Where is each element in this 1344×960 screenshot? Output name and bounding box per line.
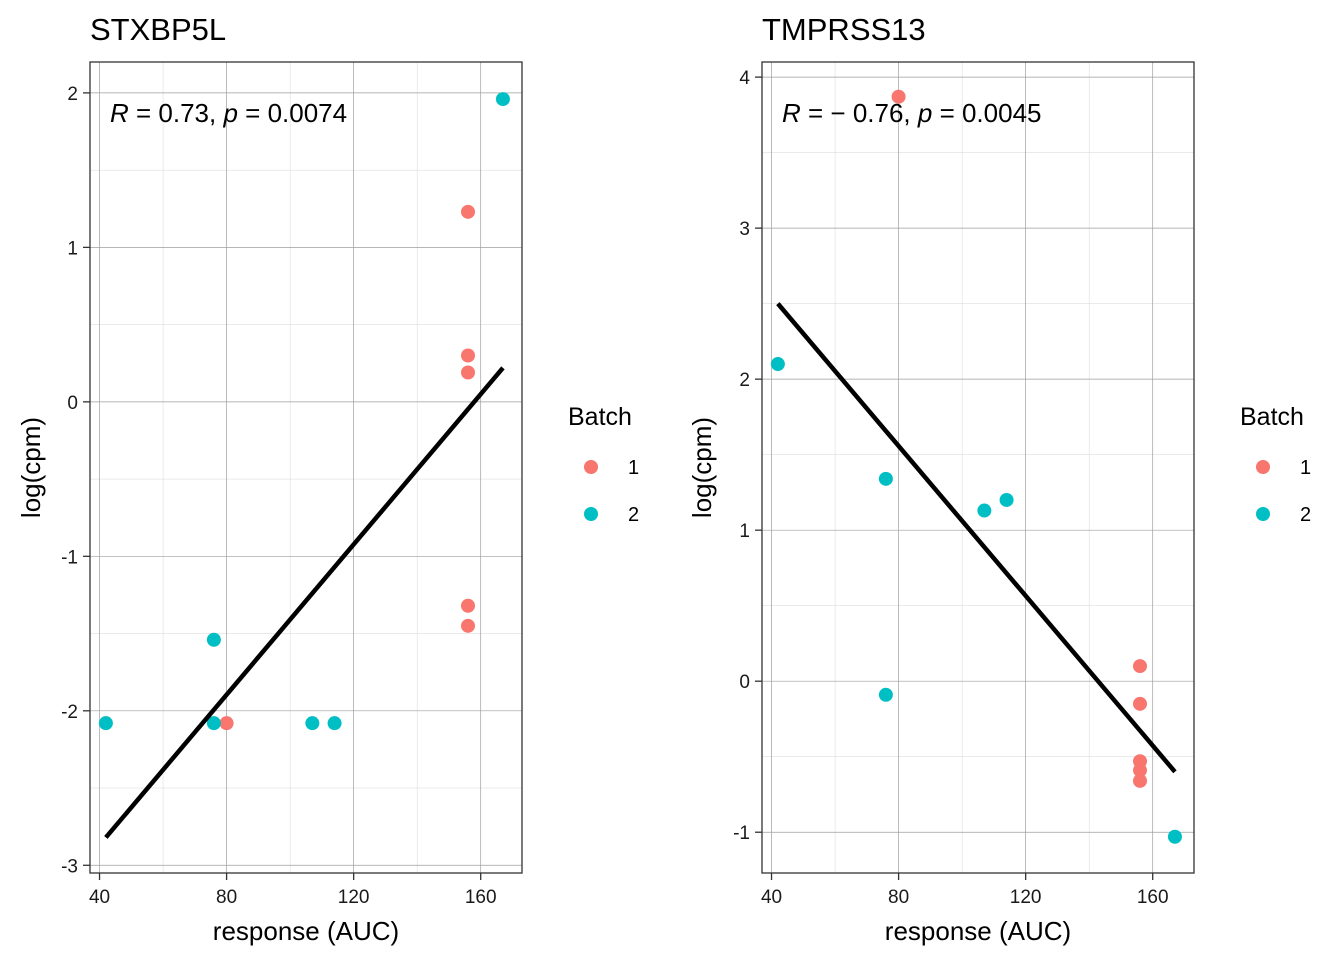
y-tick-label: 1 — [739, 521, 750, 542]
data-point-batch-2 — [206, 632, 221, 647]
x-tick-label: 40 — [761, 887, 782, 908]
data-point-batch-1 — [461, 618, 475, 633]
panel-border — [761, 61, 1195, 874]
legend-label-batch-2: 2 — [1300, 504, 1311, 526]
chart-title: TMPRSS13 — [762, 12, 926, 47]
legend: Batch 1 2 — [1240, 403, 1311, 526]
x-tick-label: 80 — [888, 887, 909, 908]
data-point-batch-1 — [219, 716, 234, 731]
y-tick-label: 0 — [739, 672, 750, 693]
data-point-batch-1 — [461, 348, 475, 363]
legend-label-batch-1: 1 — [1300, 457, 1311, 479]
x-tick-label: 40 — [89, 887, 110, 908]
data-point-batch-2 — [206, 716, 221, 731]
data-point-batch-2 — [878, 687, 893, 702]
chart-title: STXBP5L — [90, 12, 226, 47]
data-point-batch-2 — [977, 503, 992, 518]
legend-key-batch-1 — [584, 460, 598, 474]
y-tick-label: 4 — [739, 68, 750, 89]
data-point-batch-2 — [770, 357, 785, 372]
data-point-batch-2 — [98, 716, 113, 731]
y-tick-label: 2 — [739, 370, 750, 391]
y-tick-label: -1 — [733, 823, 750, 844]
x-tick-label: 160 — [1137, 887, 1169, 908]
data-point-batch-2 — [878, 471, 893, 486]
panel-border — [89, 61, 523, 874]
data-point-batch-1 — [461, 598, 475, 613]
x-axis-title: response (AUC) — [885, 916, 1071, 946]
legend-key-batch-2 — [584, 507, 598, 521]
legend-key-batch-1 — [1256, 460, 1270, 474]
y-tick-label: -2 — [61, 702, 78, 723]
legend-title: Batch — [1240, 403, 1304, 431]
regression-line — [776, 302, 1177, 774]
y-tick-label: 2 — [67, 84, 78, 105]
regression-line — [104, 366, 505, 839]
data-point-batch-1 — [461, 365, 475, 380]
plot-area — [762, 62, 1194, 873]
panel-stxbp5l: STXBP5L 40 80 120 160 -3 -2 -1 0 1 2 R = 0.73, p = … — [16, 12, 639, 946]
y-axis-title: log(cpm) — [687, 417, 717, 518]
data-point-batch-1 — [1133, 763, 1147, 778]
y-tick-label: 0 — [67, 393, 78, 414]
legend-label-batch-2: 2 — [628, 504, 639, 526]
y-tick-label: -3 — [61, 856, 78, 877]
data-point-batch-2 — [1167, 829, 1182, 844]
legend-label-batch-1: 1 — [628, 457, 639, 479]
data-point-batch-2 — [999, 492, 1014, 507]
correlation-annotation: R = 0.73, p = 0.0074 — [110, 98, 347, 128]
x-tick-label: 160 — [465, 887, 497, 908]
data-point-batch-1 — [1133, 773, 1147, 788]
panel-tmprss13: TMPRSS13 40 80 120 160 -1 0 1 2 3 4 R = − 0.76, p =… — [687, 12, 1311, 946]
legend-key-batch-2 — [1256, 507, 1270, 521]
x-tick-label: 80 — [216, 887, 237, 908]
plot-area — [90, 62, 522, 873]
data-point-batch-1 — [1133, 696, 1147, 711]
correlation-annotation: R = − 0.76, p = 0.0045 — [782, 98, 1042, 128]
data-point-batch-2 — [495, 92, 510, 107]
y-tick-label: 3 — [739, 219, 750, 240]
y-tick-label: -1 — [61, 547, 78, 568]
x-axis-title: response (AUC) — [213, 916, 399, 946]
data-point-batch-1 — [461, 204, 475, 219]
y-axis-title: log(cpm) — [16, 417, 46, 518]
x-tick-label: 120 — [338, 887, 370, 908]
y-tick-label: 1 — [67, 238, 78, 259]
data-point-batch-1 — [891, 89, 906, 104]
data-point-batch-2 — [327, 716, 342, 731]
legend: Batch 1 2 — [568, 403, 639, 526]
legend-title: Batch — [568, 403, 632, 431]
x-tick-label: 120 — [1010, 887, 1042, 908]
data-point-batch-2 — [305, 716, 320, 731]
data-point-batch-1 — [1133, 659, 1147, 674]
